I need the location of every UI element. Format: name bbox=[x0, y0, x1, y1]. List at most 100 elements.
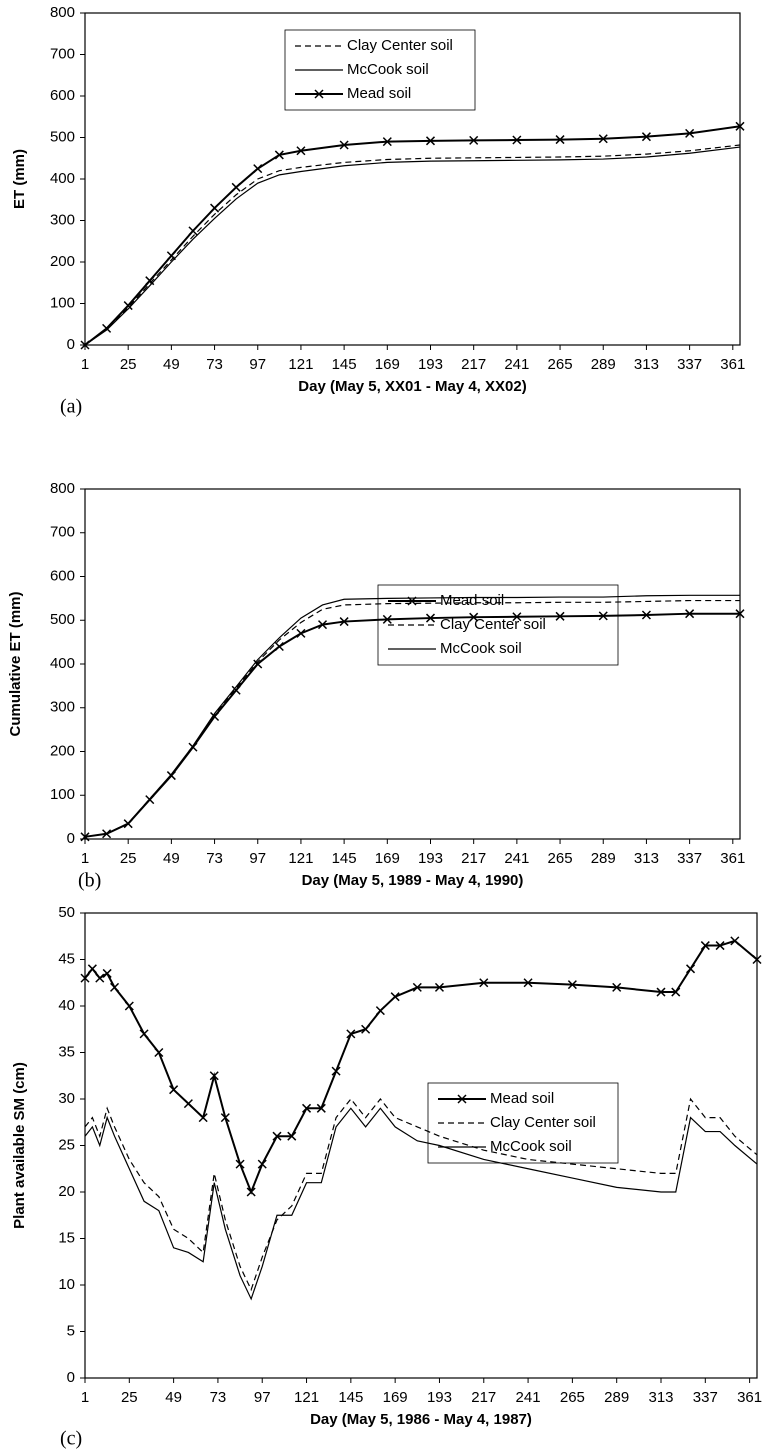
x-tick-label: 361 bbox=[737, 1389, 762, 1406]
y-tick-label: 800 bbox=[50, 480, 75, 497]
series-marker bbox=[735, 121, 745, 131]
y-tick-label: 400 bbox=[50, 655, 75, 672]
x-tick-label: 169 bbox=[383, 1389, 408, 1406]
series-marker bbox=[339, 140, 349, 150]
series-marker bbox=[730, 936, 740, 946]
series-marker bbox=[479, 978, 489, 988]
x-tick-label: 193 bbox=[418, 850, 443, 867]
y-tick-label: 100 bbox=[50, 786, 75, 803]
y-tick-label: 10 bbox=[58, 1276, 75, 1293]
x-tick-label: 313 bbox=[634, 356, 659, 373]
x-tick-label: 361 bbox=[720, 850, 745, 867]
x-tick-label: 217 bbox=[461, 850, 486, 867]
y-tick-label: 50 bbox=[58, 904, 75, 921]
series-marker bbox=[231, 685, 241, 695]
series-marker bbox=[123, 301, 133, 311]
series-marker bbox=[512, 612, 522, 622]
legend-label: McCook soil bbox=[440, 640, 522, 657]
x-tick-label: 25 bbox=[121, 1389, 138, 1406]
x-tick-label: 25 bbox=[120, 850, 137, 867]
series-marker bbox=[331, 1066, 341, 1076]
x-tick-label: 73 bbox=[210, 1389, 227, 1406]
y-axis-title: ET (mm) bbox=[11, 149, 28, 209]
series-marker bbox=[598, 611, 608, 621]
x-tick-label: 313 bbox=[634, 850, 659, 867]
series-marker bbox=[124, 1001, 134, 1011]
y-tick-label: 600 bbox=[50, 567, 75, 584]
series-marker bbox=[302, 1103, 312, 1113]
series-marker bbox=[555, 135, 565, 145]
legend-label: Mead soil bbox=[440, 592, 504, 609]
x-tick-label: 313 bbox=[648, 1389, 673, 1406]
series-marker bbox=[87, 964, 97, 974]
series-marker bbox=[700, 941, 710, 951]
series-line bbox=[84, 144, 741, 346]
x-tick-label: 1 bbox=[81, 356, 89, 373]
x-axis-title: Day (May 5, 1989 - May 4, 1990) bbox=[302, 872, 524, 889]
x-tick-label: 97 bbox=[249, 850, 266, 867]
series-marker bbox=[361, 1024, 371, 1034]
series-marker bbox=[272, 1131, 282, 1141]
series-marker bbox=[188, 226, 198, 236]
series-marker bbox=[685, 128, 695, 138]
y-tick-label: 300 bbox=[50, 211, 75, 228]
y-tick-label: 0 bbox=[67, 1369, 75, 1386]
series-marker bbox=[469, 135, 479, 145]
x-tick-label: 217 bbox=[461, 356, 486, 373]
y-tick-label: 5 bbox=[67, 1322, 75, 1339]
x-tick-label: 193 bbox=[427, 1389, 452, 1406]
series-marker bbox=[735, 609, 745, 619]
x-tick-label: 49 bbox=[163, 850, 180, 867]
x-tick-label: 289 bbox=[591, 356, 616, 373]
series-marker bbox=[80, 832, 90, 842]
x-tick-label: 265 bbox=[560, 1389, 585, 1406]
series-marker bbox=[209, 1071, 219, 1081]
x-tick-label: 289 bbox=[591, 850, 616, 867]
panel-label: (b) bbox=[78, 870, 101, 892]
y-tick-label: 20 bbox=[58, 1183, 75, 1200]
y-tick-label: 700 bbox=[50, 524, 75, 541]
series-marker bbox=[612, 982, 622, 992]
series-marker bbox=[339, 617, 349, 627]
series-marker bbox=[253, 164, 263, 174]
series-marker bbox=[412, 982, 422, 992]
legend-marker bbox=[457, 1094, 467, 1104]
series-line bbox=[84, 612, 740, 838]
series-marker bbox=[523, 978, 533, 988]
series-marker bbox=[210, 711, 220, 722]
panel-label: (a) bbox=[60, 396, 82, 418]
legend-label: Clay Center soil bbox=[490, 1114, 596, 1131]
y-tick-label: 800 bbox=[50, 4, 75, 21]
series-marker bbox=[139, 1029, 149, 1039]
series-marker bbox=[80, 973, 90, 983]
series-marker bbox=[274, 150, 284, 160]
legend-marker bbox=[314, 89, 324, 99]
y-tick-label: 500 bbox=[50, 128, 75, 145]
legend-label: McCook soil bbox=[347, 61, 429, 78]
y-tick-label: 0 bbox=[67, 336, 75, 353]
series-line bbox=[84, 146, 741, 346]
y-axis-title: Plant available SM (cm) bbox=[11, 1062, 28, 1229]
series-marker bbox=[685, 609, 695, 619]
x-tick-label: 145 bbox=[332, 356, 357, 373]
series-line bbox=[84, 594, 740, 838]
series-marker bbox=[390, 992, 400, 1002]
x-tick-label: 145 bbox=[338, 1389, 363, 1406]
x-tick-label: 337 bbox=[693, 1389, 718, 1406]
y-tick-label: 0 bbox=[67, 830, 75, 847]
series-marker bbox=[220, 1113, 230, 1123]
x-tick-label: 265 bbox=[548, 850, 573, 867]
series-marker bbox=[198, 1113, 208, 1123]
y-tick-label: 45 bbox=[58, 950, 75, 967]
series-marker bbox=[169, 1085, 179, 1095]
series-marker bbox=[253, 659, 263, 669]
series-marker bbox=[231, 182, 241, 192]
series-marker bbox=[166, 251, 176, 261]
series-marker bbox=[346, 1029, 356, 1039]
x-tick-label: 265 bbox=[548, 356, 573, 373]
series-marker bbox=[567, 980, 577, 990]
series-line bbox=[84, 939, 758, 1195]
series-marker bbox=[102, 968, 112, 978]
series-marker bbox=[80, 340, 90, 350]
